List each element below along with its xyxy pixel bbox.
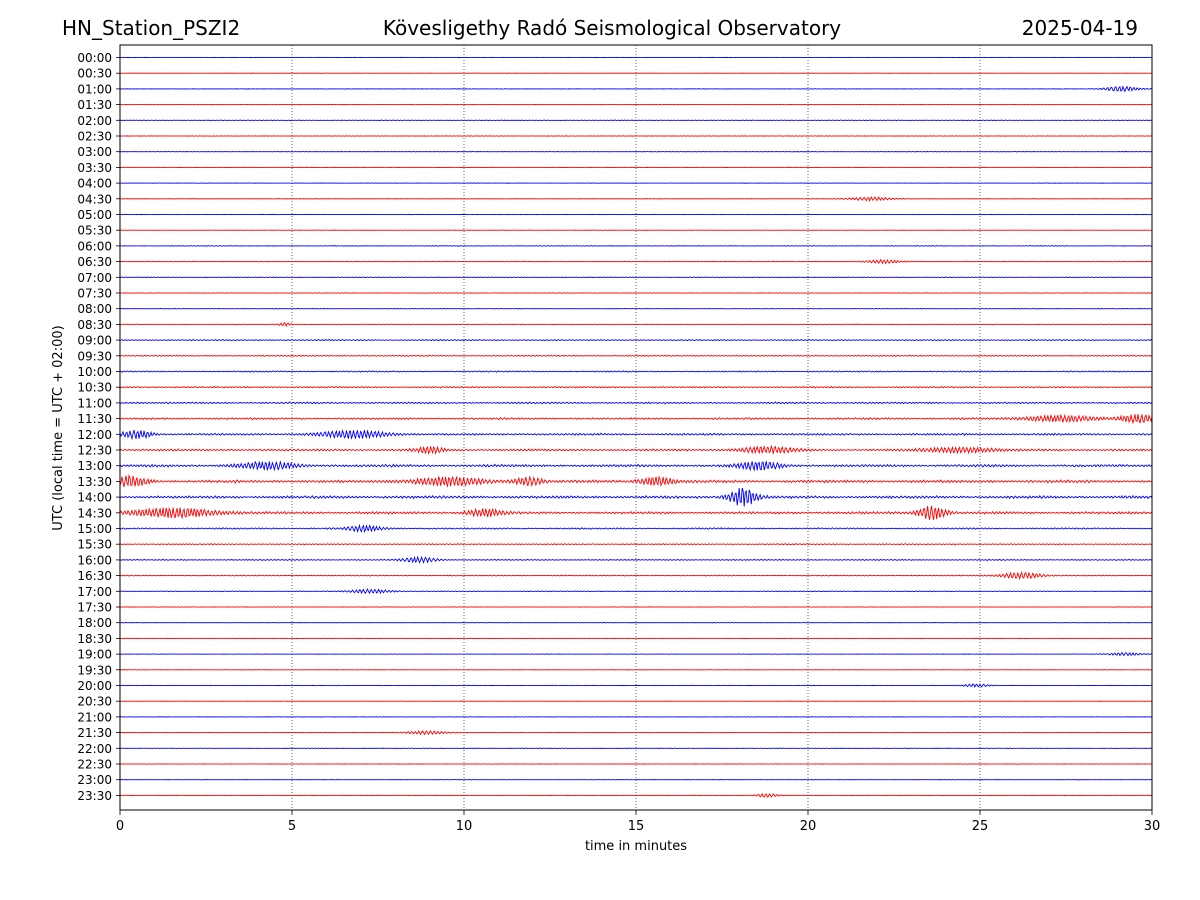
- y-tick-label: 23:00: [77, 773, 112, 787]
- y-tick-label: 07:00: [77, 271, 112, 285]
- y-tick-label: 11:00: [77, 396, 112, 410]
- trace-row-0430: [119, 196, 1153, 203]
- x-tick-label: 20: [800, 819, 817, 834]
- y-tick-label: 02:00: [77, 114, 112, 128]
- trace-row-0200: [119, 119, 1153, 122]
- chart-title-date: 2025-04-19: [1022, 16, 1138, 40]
- trace-row-1300: [119, 460, 1153, 472]
- y-tick-label: 00:00: [77, 51, 112, 65]
- trace-row-1000: [119, 370, 1153, 373]
- trace-row-1200: [119, 429, 1153, 441]
- trace-row-2330: [119, 792, 1153, 798]
- x-tick-label: 25: [972, 819, 989, 834]
- trace-row-0600: [119, 245, 1153, 247]
- y-tick-label: 15:30: [77, 538, 112, 552]
- trace-row-1130: [119, 413, 1153, 425]
- trace-row-1600: [119, 555, 1153, 564]
- x-tick-label: 10: [456, 819, 473, 834]
- y-tick-label: 14:30: [77, 506, 112, 520]
- y-tick-label: 12:00: [77, 428, 112, 442]
- x-tick-label: 30: [1144, 819, 1161, 834]
- trace-row-1830: [119, 637, 1153, 640]
- y-tick-label: 06:30: [77, 255, 112, 269]
- trace-row-0100: [119, 85, 1153, 93]
- y-tick-label: 07:30: [77, 287, 112, 301]
- y-tick-label: 08:30: [77, 318, 112, 332]
- x-axis-ticks: 0 5 10 15 20 25 30: [116, 810, 1160, 834]
- y-tick-label: 20:30: [77, 695, 112, 709]
- plot-frame: [119, 44, 1153, 811]
- y-tick-label: 19:00: [77, 648, 112, 662]
- y-tick-label: 02:30: [77, 130, 112, 144]
- x-axis-label: time in minutes: [585, 839, 687, 854]
- y-axis-label: UTC (local time = UTC + 02:00): [51, 325, 66, 530]
- trace-row-0700: [119, 276, 1153, 279]
- y-tick-label: 09:30: [77, 349, 112, 363]
- x-tick-label: 5: [288, 819, 296, 834]
- trace-row-0900: [119, 338, 1153, 342]
- y-tick-label: 03:30: [77, 161, 112, 175]
- trace-row-1730: [119, 606, 1153, 608]
- y-tick-label: 20:00: [77, 679, 112, 693]
- trace-row-1630: [119, 571, 1153, 581]
- trace-row-0930: [119, 354, 1153, 357]
- trace-row-2130: [119, 729, 1153, 736]
- trace-row-1900: [119, 651, 1153, 657]
- trace-row-1330: [119, 473, 1153, 488]
- trace-row-1530: [119, 543, 1153, 546]
- trace-row-1230: [119, 444, 1153, 455]
- y-tick-label: 22:30: [77, 758, 112, 772]
- y-tick-label: 17:00: [77, 585, 112, 599]
- y-tick-label: 10:30: [77, 381, 112, 395]
- y-tick-label: 19:30: [77, 663, 112, 677]
- y-tick-label: 05:00: [77, 208, 112, 222]
- y-tick-label: 01:00: [77, 82, 112, 96]
- trace-row-1400: [119, 487, 1153, 507]
- y-tick-label: 04:30: [77, 192, 112, 206]
- trace-row-0830: [119, 321, 1153, 328]
- trace-row-0630: [119, 258, 1153, 265]
- y-tick-label: 05:30: [77, 224, 112, 238]
- trace-row-1430: [119, 505, 1153, 521]
- y-tick-label: 03:00: [77, 145, 112, 159]
- y-tick-label: 00:30: [77, 67, 112, 81]
- y-tick-label: 21:30: [77, 726, 112, 740]
- y-tick-label: 18:30: [77, 632, 112, 646]
- trace-row-0730: [120, 292, 1153, 294]
- chart-title-observatory: Kövesligethy Radó Seismological Observat…: [383, 16, 841, 40]
- x-tick-label: 15: [628, 819, 645, 834]
- trace-row-0800: [119, 307, 1153, 310]
- y-tick-label: 22:00: [77, 742, 112, 756]
- y-tick-label: 04:00: [77, 177, 112, 191]
- y-tick-label: 12:30: [77, 444, 112, 458]
- y-tick-label: 15:00: [77, 522, 112, 536]
- chart-title-station: HN_Station_PSZI2: [62, 16, 240, 40]
- y-tick-label: 17:30: [77, 601, 112, 615]
- y-tick-label: 01:30: [77, 98, 112, 112]
- trace-row-1700: [119, 588, 1153, 595]
- y-tick-label: 08:00: [77, 302, 112, 316]
- y-tick-label: 18:00: [77, 616, 112, 630]
- y-tick-label: 16:00: [77, 553, 112, 567]
- y-tick-label: 16:30: [77, 569, 112, 583]
- y-tick-label: 06:00: [77, 239, 112, 253]
- y-tick-label: 11:30: [77, 412, 112, 426]
- y-tick-label: 13:30: [77, 475, 112, 489]
- x-tick-label: 0: [116, 819, 124, 834]
- y-tick-label: 10:00: [77, 365, 112, 379]
- y-tick-label: 09:00: [77, 334, 112, 348]
- trace-row-2000: [119, 683, 1153, 689]
- trace-row-1100: [119, 401, 1153, 405]
- y-tick-label: 23:30: [77, 789, 112, 803]
- y-tick-label: 21:00: [77, 710, 112, 724]
- y-tick-label: 14:00: [77, 491, 112, 505]
- y-tick-label: 13:00: [77, 459, 112, 473]
- trace-row-1030: [119, 385, 1153, 389]
- seismic-traces: [119, 56, 1153, 798]
- trace-row-1500: [119, 523, 1153, 533]
